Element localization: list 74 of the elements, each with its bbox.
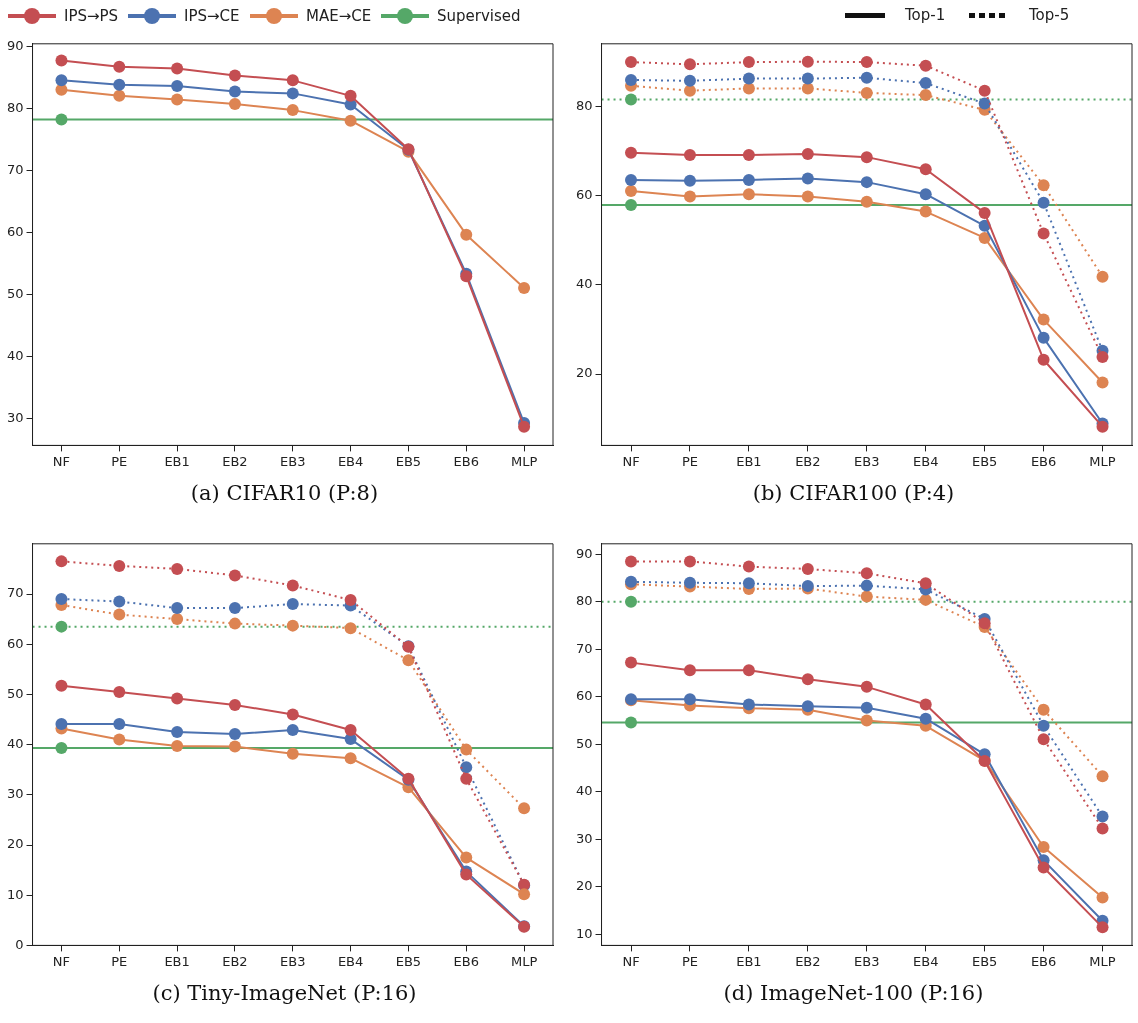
y-tick-label: 40 xyxy=(7,735,24,751)
legend-label: Supervised xyxy=(437,7,521,25)
y-tick-label: 20 xyxy=(7,836,24,852)
x-tick-label: EB3 xyxy=(854,453,880,469)
y-tick-label: 80 xyxy=(7,100,24,116)
y-tick-label: 0 xyxy=(15,936,24,952)
x-tick-label: EB3 xyxy=(280,953,306,969)
text: Top-5 xyxy=(1029,6,1070,24)
x-tick-label: MLP xyxy=(510,453,538,469)
x-tick-label: NF xyxy=(52,453,71,469)
y-tick-label: 20 xyxy=(576,878,593,894)
y-tick-label: 60 xyxy=(7,224,24,240)
y-tick-label: 70 xyxy=(576,640,593,656)
x-tick-label: MLP xyxy=(1089,953,1116,969)
y-tick-label: 80 xyxy=(576,97,593,113)
x-tick-label: EB6 xyxy=(453,453,479,469)
legend-label: MAE→CE xyxy=(306,7,372,25)
y-tick-label: 50 xyxy=(576,735,593,751)
y-tick-label: 70 xyxy=(7,162,24,178)
x-tick-label: PE xyxy=(111,953,128,969)
x-tick-label: EB6 xyxy=(1030,953,1057,969)
x-tick-label: EB1 xyxy=(736,453,762,469)
y-tick-label: 10 xyxy=(576,925,593,941)
y-tick-label: 60 xyxy=(576,186,593,202)
x-tick-label: EB2 xyxy=(222,453,248,469)
x-tick-label: EB1 xyxy=(164,453,190,469)
x-tick-label: MLP xyxy=(1089,453,1116,469)
x-tick-label: EB5 xyxy=(971,453,998,469)
x-tick-label: EB1 xyxy=(164,953,190,969)
x-tick-label: PE xyxy=(681,953,698,969)
x-tick-label: EB5 xyxy=(971,953,998,969)
x-tick-label: EB5 xyxy=(395,453,422,469)
x-tick-label: EB1 xyxy=(736,953,762,969)
x-tick-label: EB2 xyxy=(795,453,821,469)
x-tick-label: EB4 xyxy=(337,953,364,969)
legend-label: IPS→CE xyxy=(184,7,240,25)
y-tick-label: 50 xyxy=(7,685,24,701)
text: Top-1 xyxy=(905,6,946,24)
y-tick-label: 30 xyxy=(7,410,24,426)
text: (b) CIFAR100 (P:4) xyxy=(751,481,956,505)
y-tick-label: 60 xyxy=(576,688,593,704)
text: (a) CIFAR10 (P:8) xyxy=(189,481,380,505)
text: (d) ImageNet-100 (P:16) xyxy=(722,981,985,1005)
x-tick-label: PE xyxy=(111,453,128,469)
x-tick-label: EB5 xyxy=(395,953,422,969)
legend-label: IPS→PS xyxy=(64,7,119,25)
y-tick-label: 60 xyxy=(7,635,24,651)
text: (c) Tiny-ImageNet (P:16) xyxy=(151,981,418,1005)
y-tick-label: 70 xyxy=(7,585,24,601)
y-tick-label: 80 xyxy=(576,593,593,609)
x-tick-label: EB6 xyxy=(1030,453,1057,469)
y-tick-label: 30 xyxy=(576,830,593,846)
x-tick-label: MLP xyxy=(510,953,538,969)
y-tick-label: 40 xyxy=(7,348,24,364)
x-tick-label: NF xyxy=(622,953,640,969)
x-tick-label: EB6 xyxy=(453,953,479,969)
y-tick-label: 30 xyxy=(7,786,24,802)
x-tick-label: EB3 xyxy=(280,453,306,469)
x-tick-label: EB4 xyxy=(913,453,939,469)
y-tick-label: 40 xyxy=(576,276,593,292)
y-tick-label: 10 xyxy=(7,886,24,902)
x-tick-label: EB3 xyxy=(854,953,880,969)
y-tick-label: 20 xyxy=(576,365,593,381)
x-tick-label: EB2 xyxy=(222,953,248,969)
y-tick-label: 50 xyxy=(7,286,24,302)
y-tick-label: 90 xyxy=(7,38,24,54)
x-tick-label: EB2 xyxy=(795,953,821,969)
x-tick-label: NF xyxy=(52,953,71,969)
x-tick-label: NF xyxy=(622,453,640,469)
x-tick-label: EB4 xyxy=(913,953,939,969)
x-tick-label: PE xyxy=(681,453,698,469)
x-tick-label: EB4 xyxy=(337,453,364,469)
y-tick-label: 90 xyxy=(576,545,593,561)
y-tick-label: 40 xyxy=(576,783,593,799)
